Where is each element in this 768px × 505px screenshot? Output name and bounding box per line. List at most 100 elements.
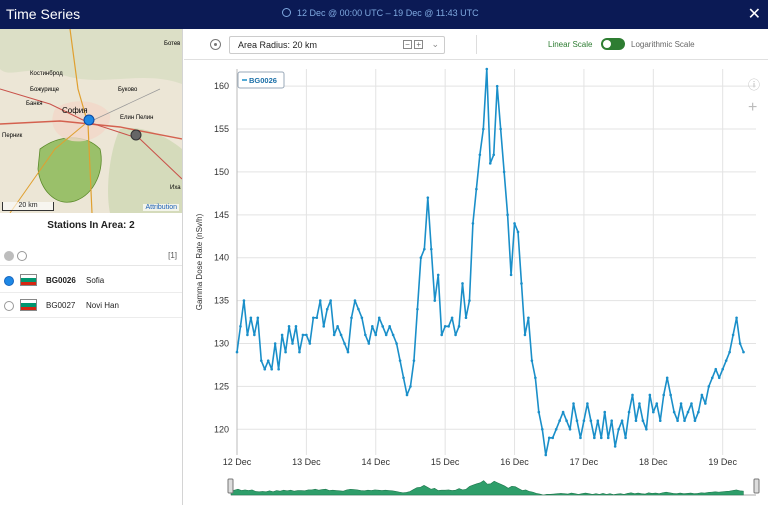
area-radius-select[interactable]: Area Radius: 20 km − + ⌄ <box>229 36 445 54</box>
select-none-radio[interactable] <box>17 251 27 261</box>
svg-text:Банкя: Банкя <box>26 101 42 107</box>
bulgaria-flag-icon <box>20 274 37 286</box>
select-all-radio[interactable] <box>4 251 14 261</box>
data-point <box>239 325 242 328</box>
area-map[interactable]: Ботев Костинброд Божурище Банкя София Пе… <box>0 29 182 213</box>
data-point <box>478 153 482 157</box>
data-point <box>593 436 596 440</box>
data-point <box>270 367 273 371</box>
title-bar: Time Series 12 Dec @ 00:00 UTC – 19 Dec … <box>0 0 768 29</box>
data-point <box>450 316 454 320</box>
linear-scale-label: Linear Scale <box>548 40 593 49</box>
chart-area[interactable]: 120 125 130 135 140 145 150 155 160 12 Dec 13 Dec 1… <box>184 61 768 505</box>
data-point <box>482 127 485 131</box>
x-tick-label: 16 Dec <box>500 457 529 467</box>
data-point <box>624 436 627 440</box>
data-point <box>547 436 551 440</box>
time-range-text: 12 Dec @ 00:00 UTC – 19 Dec @ 11:43 UTC <box>297 8 479 18</box>
station-name: Sofia <box>86 276 105 285</box>
data-point <box>374 333 378 337</box>
data-point <box>357 307 360 311</box>
data-point <box>287 325 291 328</box>
data-point <box>544 453 548 457</box>
data-point <box>631 393 634 397</box>
add-icon[interactable]: + <box>748 99 758 116</box>
data-point <box>471 222 475 225</box>
data-point <box>620 419 624 422</box>
station-id: BG0027 <box>46 301 76 310</box>
legend-label: BG0026 <box>249 76 277 85</box>
svg-text:Костинброд: Костинброд <box>30 71 63 77</box>
data-point <box>693 419 697 422</box>
zoom-in-button[interactable]: + <box>414 40 424 49</box>
close-button[interactable]: ✕ <box>747 6 761 23</box>
data-point <box>596 419 600 422</box>
data-point <box>402 376 405 380</box>
data-point <box>468 299 471 302</box>
data-point <box>738 342 742 345</box>
chevron-down-icon[interactable]: ⌄ <box>431 39 439 49</box>
data-point <box>575 419 579 422</box>
data-point <box>388 325 391 328</box>
navigator-handle-right[interactable] <box>753 478 760 494</box>
data-point <box>312 316 315 320</box>
data-point <box>246 333 249 337</box>
left-panel: Ботев Костинброд Божурище Банкя София Пе… <box>0 29 183 505</box>
navigator-handle-left[interactable] <box>227 478 234 494</box>
station-row-bg0026[interactable]: BG0026 Sofia <box>0 269 182 293</box>
data-point <box>377 316 381 320</box>
data-point <box>235 350 239 354</box>
data-point <box>676 419 679 422</box>
data-point <box>565 419 568 422</box>
station-row-bg0027[interactable]: BG0027 Novi Han <box>0 294 182 318</box>
legend-box <box>237 71 285 89</box>
y-tick-label: 135 <box>214 296 229 306</box>
data-point <box>405 393 409 397</box>
info-icon[interactable]: ⓘ <box>748 78 761 92</box>
data-point <box>735 316 738 320</box>
zoom-out-button[interactable]: − <box>403 40 412 49</box>
data-point <box>638 402 641 405</box>
data-point <box>742 350 745 354</box>
data-point <box>336 325 339 328</box>
data-point <box>284 350 287 354</box>
data-point <box>485 67 489 71</box>
map-attribution[interactable]: Attribution <box>143 204 179 211</box>
data-point <box>266 359 270 362</box>
data-point <box>253 333 256 337</box>
scale-toggle[interactable] <box>601 38 625 50</box>
data-point <box>648 393 652 397</box>
y-tick-label: 150 <box>214 167 229 177</box>
data-point <box>731 333 735 337</box>
data-point <box>454 333 457 337</box>
data-point <box>724 359 728 362</box>
data-point <box>721 367 724 371</box>
data-point <box>381 325 385 328</box>
data-point <box>554 427 558 431</box>
x-tick-label: 19 Dec <box>708 457 737 467</box>
time-range[interactable]: 12 Dec @ 00:00 UTC – 19 Dec @ 11:43 UTC <box>282 8 479 18</box>
data-point <box>259 359 263 362</box>
data-point <box>242 299 246 302</box>
data-point <box>700 393 704 397</box>
data-point <box>665 376 669 380</box>
data-point <box>520 282 523 285</box>
data-point <box>558 419 561 422</box>
data-point <box>582 419 586 422</box>
data-point <box>728 350 731 354</box>
svg-text:София: София <box>62 106 88 115</box>
map-graphic: Ботев Костинброд Божурище Банкя София Пе… <box>0 29 182 213</box>
data-point <box>398 359 402 362</box>
data-point <box>589 419 593 422</box>
navigator-area <box>230 480 744 496</box>
data-point <box>606 436 610 440</box>
data-point <box>645 427 648 431</box>
station-radio[interactable] <box>4 301 14 311</box>
station-radio[interactable] <box>4 276 14 286</box>
y-axis-label: Gamma Dose Rate (nSv/h) <box>195 213 204 310</box>
data-point <box>513 222 516 225</box>
gamma-dose-chart[interactable]: 120 125 130 135 140 145 150 155 160 12 Dec 13 Dec 1… <box>184 61 768 505</box>
data-point <box>329 299 332 302</box>
target-icon[interactable] <box>210 39 221 50</box>
data-point <box>655 402 659 405</box>
